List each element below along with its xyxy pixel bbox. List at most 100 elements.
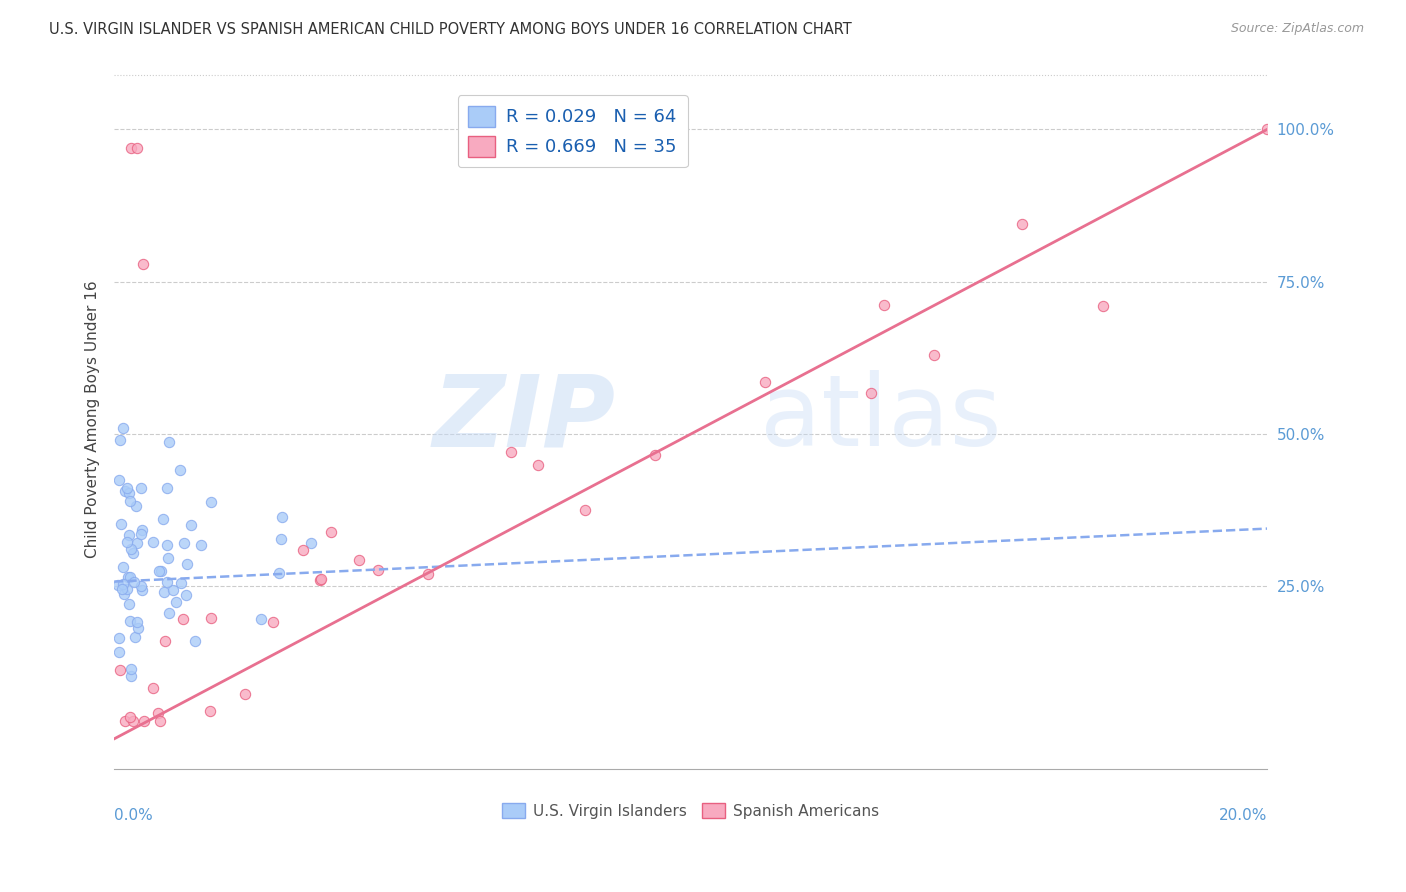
Point xyxy=(156,550,179,565)
Point xyxy=(110,663,132,677)
Point xyxy=(200,611,222,625)
Point xyxy=(347,553,370,567)
Point xyxy=(156,574,179,589)
Point xyxy=(150,564,173,578)
Point xyxy=(262,615,284,630)
Point xyxy=(132,714,155,728)
Text: 20.0%: 20.0% xyxy=(1219,808,1267,822)
Point xyxy=(309,572,332,586)
Point xyxy=(108,645,131,659)
Point xyxy=(180,518,202,533)
Point xyxy=(120,541,142,556)
Point xyxy=(124,630,146,644)
Point xyxy=(309,573,332,587)
Point xyxy=(1011,217,1033,231)
Point xyxy=(114,483,136,498)
Point xyxy=(184,634,207,648)
Point xyxy=(1092,299,1115,313)
Point xyxy=(159,606,181,620)
Point xyxy=(172,612,194,626)
Point xyxy=(120,662,142,676)
Point xyxy=(270,532,292,546)
Point xyxy=(176,557,198,571)
Point xyxy=(115,535,138,549)
Point xyxy=(129,527,152,541)
Point xyxy=(153,585,176,599)
Point xyxy=(156,538,179,552)
Legend: U.S. Virgin Islanders, Spanish Americans: U.S. Virgin Islanders, Spanish Americans xyxy=(496,797,884,825)
Point xyxy=(922,348,945,362)
Point xyxy=(170,575,193,590)
Point xyxy=(108,474,131,488)
Point xyxy=(142,681,165,696)
Point xyxy=(367,563,389,577)
Point xyxy=(112,576,135,591)
Point xyxy=(859,385,882,400)
Point xyxy=(118,709,141,723)
Point xyxy=(107,578,129,592)
Point xyxy=(110,517,132,532)
Point xyxy=(124,574,146,589)
Point xyxy=(299,536,322,550)
Point xyxy=(152,512,174,526)
Point xyxy=(148,564,170,578)
Point xyxy=(162,583,184,598)
Point xyxy=(111,560,134,574)
Point xyxy=(574,503,596,517)
Point xyxy=(1256,122,1278,136)
Point xyxy=(120,570,142,584)
Text: U.S. VIRGIN ISLANDER VS SPANISH AMERICAN CHILD POVERTY AMONG BOYS UNDER 16 CORRE: U.S. VIRGIN ISLANDER VS SPANISH AMERICAN… xyxy=(49,22,852,37)
Point xyxy=(418,566,440,581)
Point xyxy=(118,614,141,628)
Point xyxy=(157,434,180,449)
Point xyxy=(271,510,294,524)
Text: atlas: atlas xyxy=(759,370,1001,467)
Point xyxy=(129,481,152,495)
Point xyxy=(233,687,256,701)
Point xyxy=(146,706,169,720)
Point xyxy=(149,714,172,728)
Point xyxy=(200,704,222,718)
Point xyxy=(114,714,136,728)
Point xyxy=(169,463,191,477)
Point xyxy=(174,588,197,602)
Point xyxy=(118,528,141,542)
Point xyxy=(872,297,894,311)
Text: 0.0%: 0.0% xyxy=(114,808,153,822)
Point xyxy=(120,669,142,683)
Point xyxy=(117,570,139,584)
Point xyxy=(118,493,141,508)
Point xyxy=(127,536,149,550)
Point xyxy=(122,714,145,728)
Point xyxy=(131,523,153,537)
Point xyxy=(291,543,314,558)
Point xyxy=(132,256,155,270)
Point xyxy=(111,582,134,597)
Point xyxy=(125,499,148,513)
Y-axis label: Child Poverty Among Boys Under 16: Child Poverty Among Boys Under 16 xyxy=(86,280,100,558)
Point xyxy=(115,582,138,596)
Point xyxy=(107,632,129,646)
Point xyxy=(127,621,149,635)
Point xyxy=(115,482,138,496)
Point xyxy=(131,583,153,598)
Point xyxy=(118,598,141,612)
Point xyxy=(127,141,149,155)
Text: Source: ZipAtlas.com: Source: ZipAtlas.com xyxy=(1230,22,1364,36)
Point xyxy=(526,458,548,472)
Point xyxy=(250,612,273,626)
Point xyxy=(754,375,776,389)
Point xyxy=(129,579,152,593)
Point xyxy=(111,421,134,435)
Point xyxy=(321,525,343,540)
Point xyxy=(156,481,179,495)
Point xyxy=(200,494,222,508)
Point xyxy=(112,587,135,601)
Point xyxy=(142,534,165,549)
Point xyxy=(190,538,212,552)
Point xyxy=(118,486,141,500)
Point xyxy=(121,141,143,155)
Point xyxy=(173,536,195,550)
Point xyxy=(269,566,291,580)
Text: ZIP: ZIP xyxy=(433,370,616,467)
